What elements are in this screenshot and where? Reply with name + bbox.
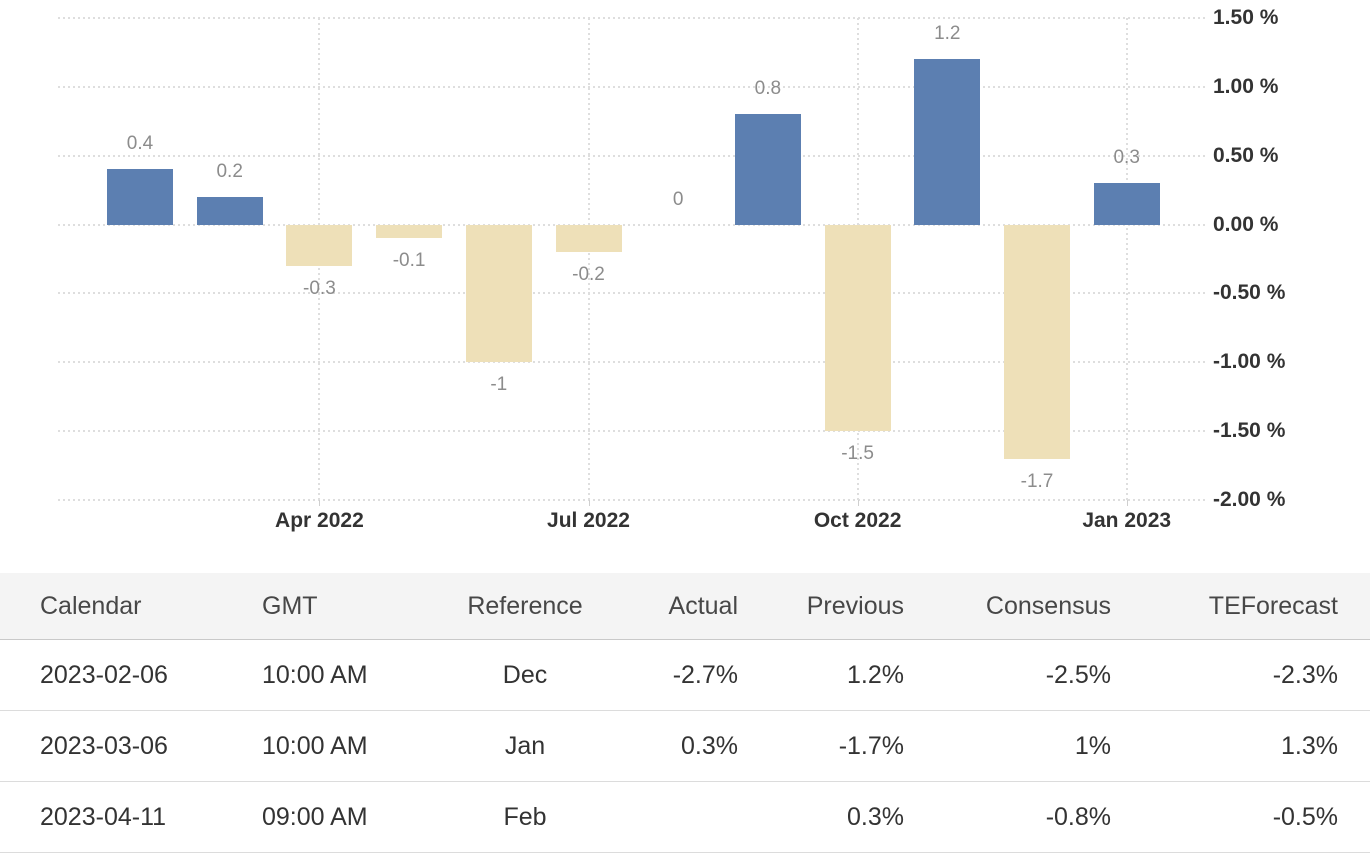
table-cell-actual [610, 781, 742, 853]
table-cell-teforecast: -0.5% [1115, 781, 1370, 853]
bar-value-label: 0.4 [126, 133, 154, 155]
table-cell-gmt: 09:00 AM [240, 781, 440, 853]
gridline-horizontal [58, 430, 1206, 433]
bar-positive [196, 197, 263, 225]
y-axis-tick-label: -2.00 % [1213, 488, 1286, 511]
bar-value-label: -0.3 [303, 277, 336, 299]
table-header-row: Calendar GMT Reference Actual Previous Consen… [0, 573, 1370, 640]
table-cell-teforecast: 1.3% [1115, 710, 1370, 782]
column-header-reference: Reference [440, 573, 610, 640]
bar-value-label: 0.2 [216, 161, 243, 183]
y-axis-tick-label: 0.00 % [1213, 212, 1279, 236]
bar-value-label: 0.8 [754, 78, 782, 100]
table-cell-teforecast: -2.3% [1115, 639, 1370, 711]
bar-negative [1004, 224, 1070, 459]
column-header-gmt: GMT [240, 573, 440, 640]
table-cell-reference: Jan [440, 710, 610, 782]
table-cell-previous: -1.7% [742, 710, 908, 782]
table-cell-consensus: -2.5% [908, 639, 1115, 711]
y-axis-tick-label: 1.50 % [1213, 6, 1279, 29]
table-cell-actual: 0.3% [610, 710, 742, 782]
y-axis-tick-label: -0.50 % [1213, 281, 1286, 305]
bar-positive [914, 59, 981, 225]
bar-value-label: 0 [672, 188, 684, 210]
x-axis-tick-mark [857, 500, 859, 506]
table-cell-actual: -2.7% [610, 639, 742, 711]
gridline-horizontal [58, 499, 1206, 501]
table-cell-previous: 0.3% [742, 781, 908, 853]
table-cell-consensus: -0.8% [908, 781, 1115, 853]
bar-value-label: -1.5 [841, 443, 874, 465]
x-axis-tick-mark [588, 500, 590, 506]
bar-value-label: -0.1 [392, 250, 426, 272]
table-cell-calendar: 2023-04-11 [0, 781, 240, 853]
bar-positive [107, 169, 173, 225]
table-cell-gmt: 10:00 AM [240, 710, 440, 782]
gridline-horizontal [58, 154, 1206, 157]
gridline-horizontal [58, 85, 1206, 88]
bar-positive [734, 114, 801, 225]
x-axis-tick-label: Jan 2023 [1082, 509, 1172, 532]
bar-negative [376, 224, 443, 239]
gridline-horizontal [58, 292, 1206, 295]
y-axis-tick-label: -1.50 % [1213, 419, 1286, 443]
gridline-vertical [587, 18, 590, 500]
bar-value-label: -1 [490, 374, 508, 396]
monthly-change-bar-chart: 1.50 % 1.00 % 0.50 % 0.00 % -0.50 % -1.00 % -1… [58, 6, 1286, 532]
y-axis-tick-label: 1.00 % [1213, 74, 1279, 98]
x-axis-tick-mark [1126, 500, 1128, 506]
column-header-consensus: Consensus [908, 573, 1115, 640]
column-header-actual: Actual [610, 573, 742, 640]
bar-value-label: -1.7 [1020, 470, 1054, 492]
bar-negative [465, 224, 532, 363]
calendar-table-section: Calendar GMT Reference Actual Previous Consen… [0, 573, 1370, 853]
gridline-vertical [1125, 18, 1128, 500]
table-cell-reference: Feb [440, 781, 610, 853]
x-axis-tick-mark [319, 500, 321, 506]
table-row: 2023-02-06 10:00 AM Dec -2.7% 1.2% -2.5% -2.3% [0, 639, 1370, 711]
x-axis-tick-label: Oct 2022 [813, 509, 902, 532]
gridline-horizontal [58, 361, 1206, 364]
gridline-horizontal [58, 223, 1206, 226]
x-axis-tick-label: Jul 2022 [547, 509, 630, 532]
table-cell-calendar: 2023-02-06 [0, 639, 240, 711]
table-row: 2023-03-06 10:00 AM Jan 0.3% -1.7% 1% 1.3% [0, 710, 1370, 782]
gridline-horizontal [58, 17, 1206, 19]
bar-value-label: -0.2 [572, 264, 605, 286]
bar-value-label: 1.2 [934, 23, 961, 45]
table-cell-previous: 1.2% [742, 639, 908, 711]
y-axis-tick-label: -1.00 % [1213, 350, 1286, 374]
calendar-table: Calendar GMT Reference Actual Previous Consen… [0, 573, 1370, 853]
bar-negative [555, 224, 622, 253]
bar-negative [286, 224, 353, 266]
table-cell-calendar: 2023-03-06 [0, 710, 240, 782]
bar-negative [824, 224, 891, 432]
column-header-previous: Previous [742, 573, 908, 640]
y-axis-tick-label: 0.50 % [1213, 143, 1279, 167]
column-header-teforecast: TEForecast [1115, 573, 1370, 640]
table-cell-gmt: 10:00 AM [240, 639, 440, 711]
table-row: 2023-04-11 09:00 AM Feb 0.3% -0.8% -0.5% [0, 781, 1370, 853]
bar-positive [1093, 183, 1160, 225]
table-cell-reference: Dec [440, 639, 610, 711]
column-header-calendar: Calendar [0, 573, 240, 640]
x-axis-tick-label: Apr 2022 [275, 509, 364, 532]
bar-value-label: 0.3 [1113, 147, 1140, 169]
table-cell-consensus: 1% [908, 710, 1115, 782]
